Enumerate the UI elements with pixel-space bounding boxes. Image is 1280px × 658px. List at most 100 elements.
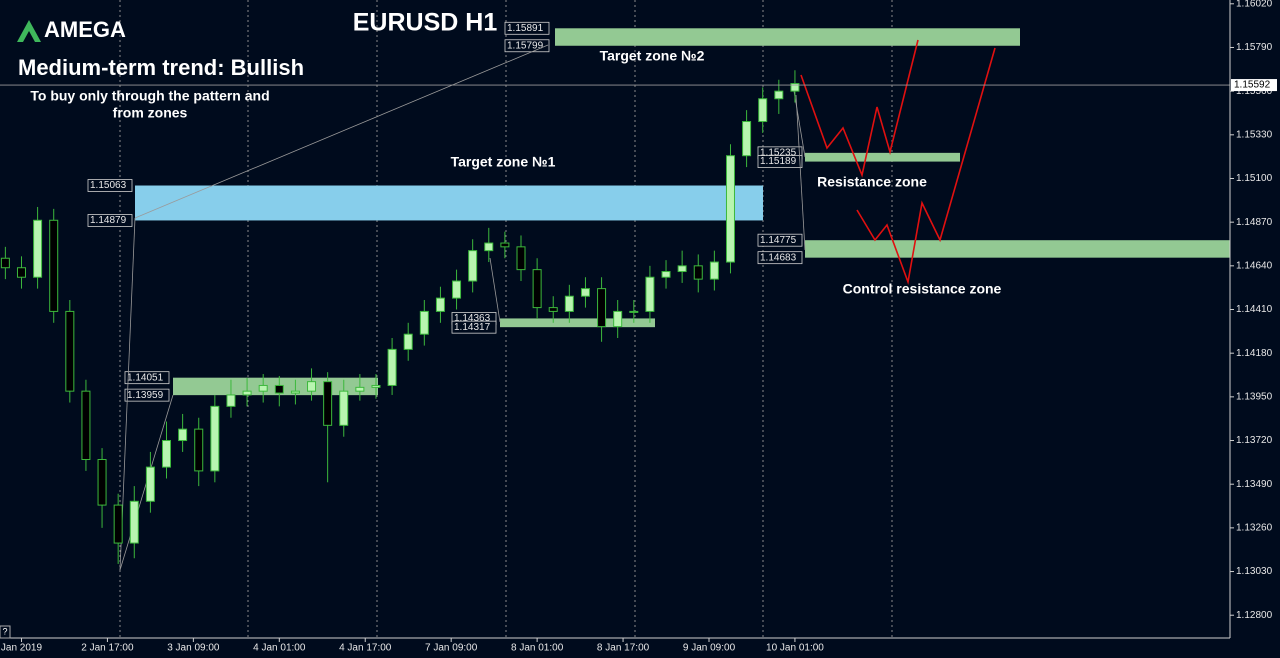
candle-body <box>145 466 155 502</box>
zones: 1.15891 1.15799 Target zone №2 1.15063 1.148… <box>87 21 1230 402</box>
y-tick-label: 1.14640 <box>1236 260 1273 271</box>
y-tick-label: 1.14870 <box>1236 217 1273 228</box>
candle-body <box>194 428 204 472</box>
y-tick-label: 1.14180 <box>1236 348 1273 359</box>
y-tick-label: 1.13260 <box>1236 523 1273 534</box>
price-label: 1.15891 <box>507 23 544 34</box>
logo-text: AMEGA <box>44 17 126 42</box>
candle-body <box>81 390 91 461</box>
price-label: 1.15799 <box>507 40 544 51</box>
candles <box>0 70 800 564</box>
candle-body <box>355 386 365 392</box>
y-tick-label: 1.13030 <box>1236 566 1273 577</box>
y-tick-label: 1.15100 <box>1236 173 1273 184</box>
candle-body <box>387 348 397 386</box>
candle-body <box>742 121 752 157</box>
y-tick-label: 1.15330 <box>1236 129 1273 140</box>
chart-subtitle: Medium-term trend: Bullish <box>18 55 304 80</box>
price-label: 1.14775 <box>760 235 797 246</box>
x-tick-label: 4 Jan 17:00 <box>339 643 392 654</box>
x-tick-label: Jan 2019 <box>1 643 43 654</box>
candle-body <box>162 440 172 468</box>
y-tick-label: 1.15790 <box>1236 42 1273 53</box>
candle-body <box>725 155 735 263</box>
price-label-box <box>504 21 550 35</box>
annotation: To buy only through the pattern and <box>30 88 269 104</box>
candle-body <box>435 297 445 312</box>
annotation: from zones <box>113 105 188 121</box>
candle-body <box>178 428 188 442</box>
price-label: 1.15063 <box>90 180 127 191</box>
candle-body <box>613 310 623 328</box>
price-label: 1.14683 <box>760 252 797 263</box>
zone-name: Control resistance zone <box>843 281 1002 297</box>
candle-body <box>290 390 300 394</box>
x-tick-label: 9 Jan 09:00 <box>683 643 736 654</box>
price-label: 1.14363 <box>454 313 491 324</box>
candle-body <box>661 271 671 278</box>
price-label: 1.15235 <box>760 147 797 158</box>
candle-body <box>516 246 526 271</box>
zone-name: Target zone №1 <box>451 154 556 170</box>
candle-body <box>339 390 349 426</box>
candle-body <box>258 384 268 392</box>
candle-body <box>597 288 607 328</box>
price-label-box <box>757 251 803 265</box>
candle-body <box>645 276 655 312</box>
y-tick-label: 1.13950 <box>1236 391 1273 402</box>
x-tick-label: 8 Jan 01:00 <box>511 643 564 654</box>
candle-body <box>226 394 236 407</box>
price-label: 1.14317 <box>454 322 491 333</box>
candle-body <box>468 250 478 282</box>
price-label-box <box>124 388 170 402</box>
candle-body <box>210 405 220 472</box>
zone <box>805 152 960 162</box>
help-box[interactable] <box>0 625 11 639</box>
price-label: 1.13959 <box>127 390 164 401</box>
candle-body <box>774 90 784 100</box>
x-tick-label: 2 Jan 17:00 <box>81 643 134 654</box>
y-tick-label: 1.16020 <box>1236 0 1273 9</box>
candle-body <box>242 390 252 396</box>
x-tick-label: 10 Jan 01:00 <box>766 643 824 654</box>
x-tick-label: 8 Jan 17:00 <box>597 643 650 654</box>
price-label-box <box>87 214 133 227</box>
price-label: 1.14051 <box>127 372 164 383</box>
candle-body <box>709 261 719 280</box>
zone <box>805 240 1230 258</box>
price-label-box <box>757 155 803 168</box>
price-label-box <box>757 233 803 247</box>
candle-body <box>548 307 558 312</box>
zone <box>500 318 655 328</box>
candle-body <box>452 280 462 299</box>
candle-body <box>323 381 333 426</box>
chart-title: EURUSD H1 <box>353 9 498 37</box>
zone-name: Target zone №2 <box>600 48 705 64</box>
price-label-box <box>124 371 170 385</box>
candle-body <box>629 310 639 313</box>
help-icon[interactable]: ? <box>2 626 7 636</box>
price-label: 1.14879 <box>90 215 127 226</box>
zone <box>555 28 1020 46</box>
current-price-label: 1.15592 <box>1234 80 1271 91</box>
y-tick-label: 1.13720 <box>1236 435 1273 446</box>
candle-body <box>403 333 413 350</box>
price-label-box <box>451 320 497 334</box>
zone <box>135 185 763 221</box>
candle-body <box>677 265 687 273</box>
candle-body <box>49 219 59 312</box>
x-tick-label: 4 Jan 01:00 <box>253 643 306 654</box>
candle-body <box>500 242 510 248</box>
candle-body <box>758 98 768 123</box>
logo-icon <box>17 20 41 42</box>
candle-body <box>580 288 590 297</box>
candle-body <box>129 500 139 544</box>
candle-body <box>307 381 317 392</box>
forecast-paths <box>800 39 996 286</box>
candle-body <box>419 310 429 335</box>
price-label-box <box>87 179 133 192</box>
price-label: 1.15189 <box>760 156 797 167</box>
